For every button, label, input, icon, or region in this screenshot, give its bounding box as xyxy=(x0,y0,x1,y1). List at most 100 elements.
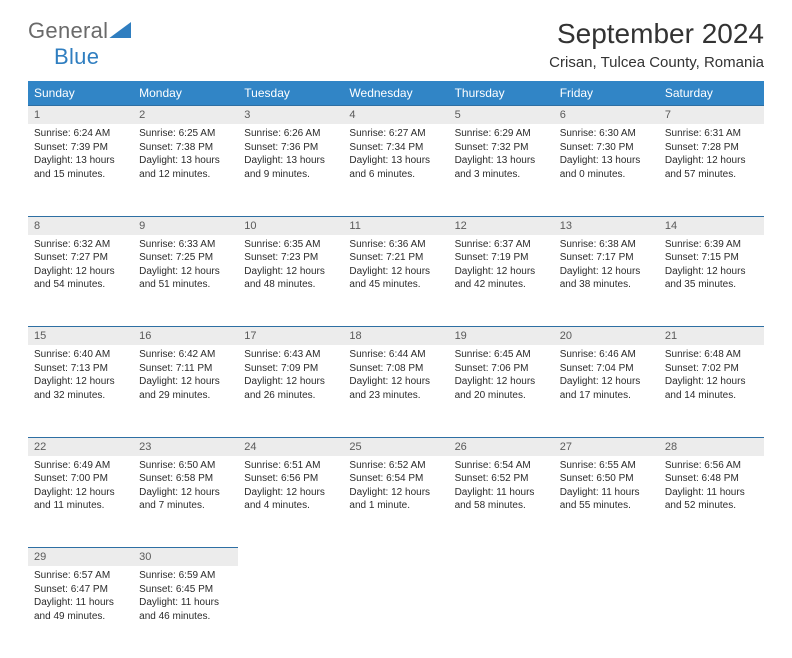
sunset-line: Sunset: 6:50 PM xyxy=(560,472,653,486)
day-cell: Sunrise: 6:26 AMSunset: 7:36 PMDaylight:… xyxy=(238,124,343,216)
sunrise-line: Sunrise: 6:57 AM xyxy=(34,569,127,583)
daylight-line: Daylight: 13 hours and 15 minutes. xyxy=(34,154,127,181)
day-details: Sunrise: 6:51 AMSunset: 6:56 PMDaylight:… xyxy=(238,456,343,519)
daylight-line: Daylight: 13 hours and 0 minutes. xyxy=(560,154,653,181)
day-details: Sunrise: 6:31 AMSunset: 7:28 PMDaylight:… xyxy=(659,124,764,187)
day-number-row: 891011121314 xyxy=(28,216,764,235)
day-cell xyxy=(343,566,448,658)
day-content-row: Sunrise: 6:49 AMSunset: 7:00 PMDaylight:… xyxy=(28,456,764,548)
day-details: Sunrise: 6:50 AMSunset: 6:58 PMDaylight:… xyxy=(133,456,238,519)
sunset-line: Sunset: 7:17 PM xyxy=(560,251,653,265)
sunset-line: Sunset: 7:15 PM xyxy=(665,251,758,265)
day-cell: Sunrise: 6:49 AMSunset: 7:00 PMDaylight:… xyxy=(28,456,133,548)
sunrise-line: Sunrise: 6:43 AM xyxy=(244,348,337,362)
day-cell: Sunrise: 6:25 AMSunset: 7:38 PMDaylight:… xyxy=(133,124,238,216)
day-number-cell: 3 xyxy=(238,106,343,125)
weekday-header: Thursday xyxy=(449,81,554,106)
day-cell: Sunrise: 6:42 AMSunset: 7:11 PMDaylight:… xyxy=(133,345,238,437)
day-details: Sunrise: 6:38 AMSunset: 7:17 PMDaylight:… xyxy=(554,235,659,298)
sunset-line: Sunset: 7:32 PM xyxy=(455,141,548,155)
day-cell: Sunrise: 6:33 AMSunset: 7:25 PMDaylight:… xyxy=(133,235,238,327)
daylight-line: Daylight: 13 hours and 12 minutes. xyxy=(139,154,232,181)
sunrise-line: Sunrise: 6:55 AM xyxy=(560,459,653,473)
day-details: Sunrise: 6:45 AMSunset: 7:06 PMDaylight:… xyxy=(449,345,554,408)
day-number-cell: 20 xyxy=(554,327,659,346)
day-details: Sunrise: 6:33 AMSunset: 7:25 PMDaylight:… xyxy=(133,235,238,298)
day-cell: Sunrise: 6:27 AMSunset: 7:34 PMDaylight:… xyxy=(343,124,448,216)
daylight-line: Daylight: 12 hours and 48 minutes. xyxy=(244,265,337,292)
daylight-line: Daylight: 12 hours and 1 minute. xyxy=(349,486,442,513)
day-details: Sunrise: 6:59 AMSunset: 6:45 PMDaylight:… xyxy=(133,566,238,629)
day-number-cell: 2 xyxy=(133,106,238,125)
day-number-row: 2930 xyxy=(28,548,764,567)
daylight-line: Daylight: 11 hours and 52 minutes. xyxy=(665,486,758,513)
day-cell: Sunrise: 6:29 AMSunset: 7:32 PMDaylight:… xyxy=(449,124,554,216)
day-cell xyxy=(659,566,764,658)
location: Crisan, Tulcea County, Romania xyxy=(549,54,764,71)
day-number-cell: 30 xyxy=(133,548,238,567)
logo-mark-icon xyxy=(109,20,131,38)
page-title: September 2024 xyxy=(549,18,764,50)
day-details: Sunrise: 6:26 AMSunset: 7:36 PMDaylight:… xyxy=(238,124,343,187)
day-number-cell: 25 xyxy=(343,437,448,456)
day-details: Sunrise: 6:32 AMSunset: 7:27 PMDaylight:… xyxy=(28,235,133,298)
day-number-cell xyxy=(554,548,659,567)
day-number-cell: 19 xyxy=(449,327,554,346)
day-number-cell: 13 xyxy=(554,216,659,235)
day-details: Sunrise: 6:30 AMSunset: 7:30 PMDaylight:… xyxy=(554,124,659,187)
day-cell xyxy=(554,566,659,658)
day-details: Sunrise: 6:25 AMSunset: 7:38 PMDaylight:… xyxy=(133,124,238,187)
daylight-line: Daylight: 12 hours and 11 minutes. xyxy=(34,486,127,513)
day-cell: Sunrise: 6:40 AMSunset: 7:13 PMDaylight:… xyxy=(28,345,133,437)
day-cell: Sunrise: 6:52 AMSunset: 6:54 PMDaylight:… xyxy=(343,456,448,548)
sunrise-line: Sunrise: 6:42 AM xyxy=(139,348,232,362)
sunrise-line: Sunrise: 6:52 AM xyxy=(349,459,442,473)
daylight-line: Daylight: 12 hours and 17 minutes. xyxy=(560,375,653,402)
weekday-header: Tuesday xyxy=(238,81,343,106)
day-cell: Sunrise: 6:57 AMSunset: 6:47 PMDaylight:… xyxy=(28,566,133,658)
day-number-row: 22232425262728 xyxy=(28,437,764,456)
sunset-line: Sunset: 6:52 PM xyxy=(455,472,548,486)
daylight-line: Daylight: 12 hours and 38 minutes. xyxy=(560,265,653,292)
day-details: Sunrise: 6:43 AMSunset: 7:09 PMDaylight:… xyxy=(238,345,343,408)
sunrise-line: Sunrise: 6:35 AM xyxy=(244,238,337,252)
day-number-cell: 17 xyxy=(238,327,343,346)
sunset-line: Sunset: 7:27 PM xyxy=(34,251,127,265)
daylight-line: Daylight: 12 hours and 7 minutes. xyxy=(139,486,232,513)
daylight-line: Daylight: 12 hours and 45 minutes. xyxy=(349,265,442,292)
day-content-row: Sunrise: 6:24 AMSunset: 7:39 PMDaylight:… xyxy=(28,124,764,216)
day-number-cell: 6 xyxy=(554,106,659,125)
sunrise-line: Sunrise: 6:46 AM xyxy=(560,348,653,362)
sunrise-line: Sunrise: 6:56 AM xyxy=(665,459,758,473)
day-details: Sunrise: 6:29 AMSunset: 7:32 PMDaylight:… xyxy=(449,124,554,187)
day-number-cell xyxy=(449,548,554,567)
day-details: Sunrise: 6:27 AMSunset: 7:34 PMDaylight:… xyxy=(343,124,448,187)
day-cell: Sunrise: 6:55 AMSunset: 6:50 PMDaylight:… xyxy=(554,456,659,548)
sunrise-line: Sunrise: 6:37 AM xyxy=(455,238,548,252)
day-cell: Sunrise: 6:54 AMSunset: 6:52 PMDaylight:… xyxy=(449,456,554,548)
day-number-cell: 15 xyxy=(28,327,133,346)
sunset-line: Sunset: 7:21 PM xyxy=(349,251,442,265)
daylight-line: Daylight: 13 hours and 9 minutes. xyxy=(244,154,337,181)
title-block: September 2024 Crisan, Tulcea County, Ro… xyxy=(549,18,764,71)
day-number-cell: 18 xyxy=(343,327,448,346)
day-details: Sunrise: 6:40 AMSunset: 7:13 PMDaylight:… xyxy=(28,345,133,408)
day-number-cell xyxy=(238,548,343,567)
day-number-cell: 16 xyxy=(133,327,238,346)
sunset-line: Sunset: 7:28 PM xyxy=(665,141,758,155)
daylight-line: Daylight: 12 hours and 4 minutes. xyxy=(244,486,337,513)
day-details: Sunrise: 6:37 AMSunset: 7:19 PMDaylight:… xyxy=(449,235,554,298)
sunrise-line: Sunrise: 6:54 AM xyxy=(455,459,548,473)
day-cell: Sunrise: 6:46 AMSunset: 7:04 PMDaylight:… xyxy=(554,345,659,437)
daylight-line: Daylight: 11 hours and 49 minutes. xyxy=(34,596,127,623)
day-cell: Sunrise: 6:24 AMSunset: 7:39 PMDaylight:… xyxy=(28,124,133,216)
day-cell: Sunrise: 6:45 AMSunset: 7:06 PMDaylight:… xyxy=(449,345,554,437)
day-number-cell: 28 xyxy=(659,437,764,456)
logo: General Blue xyxy=(28,18,131,70)
sunset-line: Sunset: 7:34 PM xyxy=(349,141,442,155)
day-cell: Sunrise: 6:51 AMSunset: 6:56 PMDaylight:… xyxy=(238,456,343,548)
daylight-line: Daylight: 11 hours and 58 minutes. xyxy=(455,486,548,513)
logo-text-blue: Blue xyxy=(54,44,99,69)
day-number-cell: 9 xyxy=(133,216,238,235)
day-cell: Sunrise: 6:32 AMSunset: 7:27 PMDaylight:… xyxy=(28,235,133,327)
